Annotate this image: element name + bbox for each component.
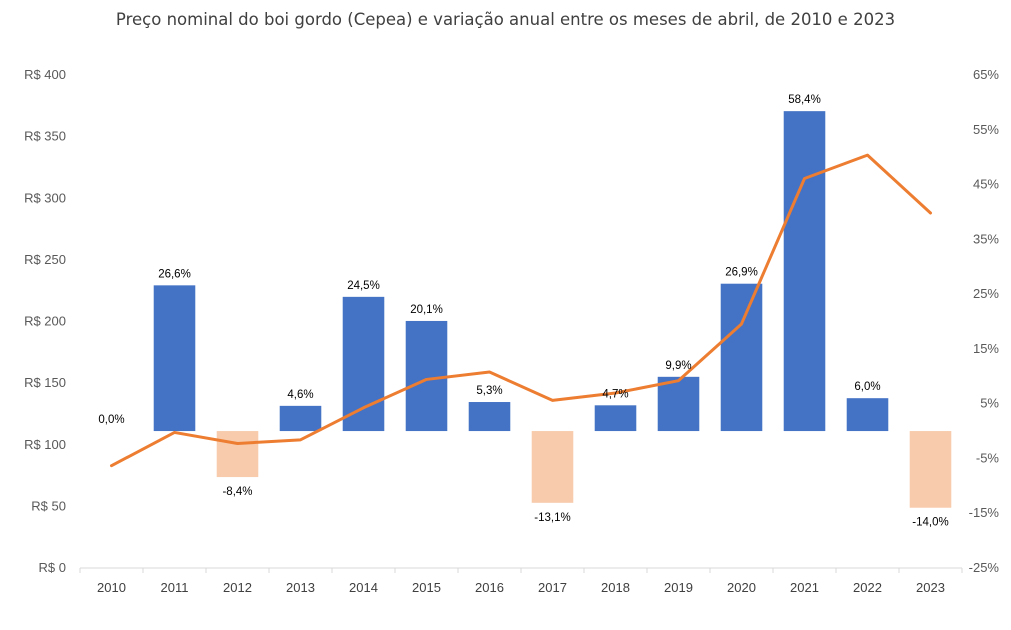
bar-2016	[468, 402, 511, 432]
bar-label-2012: -8,4%	[222, 486, 252, 498]
x-tick-label-2023: 2023	[916, 580, 945, 595]
x-tick-label-2022: 2022	[853, 580, 882, 595]
y-right-tick-label: 35%	[973, 231, 999, 246]
bar-label-2010: 0,0%	[98, 414, 124, 426]
y-left-tick-label: R$ 200	[24, 314, 66, 329]
bar-2021	[783, 111, 826, 432]
line-layer	[110, 153, 932, 468]
labels-layer: 0,0% 26,6% -8,4% 4,6% 24,5% 20,1% 5,3% -13,1% 4,…	[98, 94, 948, 529]
y-left-tick-label: R$ 350	[24, 129, 66, 144]
x-tick-label-2017: 2017	[538, 580, 567, 595]
bar-2012	[216, 431, 259, 478]
y-right-tick-label: 65%	[973, 67, 999, 82]
y-left-tick-label: R$ 400	[24, 67, 66, 82]
x-tick-label-2013: 2013	[286, 580, 315, 595]
y-left-tick-label: R$ 100	[24, 437, 66, 452]
x-tick-label-2014: 2014	[349, 580, 378, 595]
bar-label-2015: 20,1%	[410, 304, 443, 316]
bar-label-2016: 5,3%	[476, 385, 502, 397]
bar-label-2011: 26,6%	[158, 268, 191, 280]
y-left-tick-label: R$ 50	[31, 498, 66, 513]
bars-layer	[153, 111, 952, 508]
bar-2018	[594, 405, 637, 432]
y-right-tick-label: 15%	[973, 341, 999, 356]
bar-label-2018: 4,7%	[602, 388, 628, 400]
bar-label-2020: 26,9%	[725, 267, 758, 279]
bar-2019	[657, 376, 700, 432]
bar-2020	[720, 283, 763, 432]
x-tick-label-2016: 2016	[475, 580, 504, 595]
y-right-tick-label: -25%	[969, 560, 1000, 575]
price-line	[110, 153, 932, 468]
x-tick-label-2010: 2010	[97, 580, 126, 595]
x-tick-label-2011: 2011	[161, 580, 189, 595]
bar-2023	[909, 431, 952, 508]
x-tick-label-2019: 2019	[664, 580, 693, 595]
bar-label-2021: 58,4%	[788, 94, 821, 106]
y-left-tick-label: R$ 150	[24, 375, 66, 390]
y-right-tick-label: 25%	[973, 286, 999, 301]
bar-label-2013: 4,6%	[287, 389, 313, 401]
bar-label-2019: 9,9%	[665, 360, 691, 372]
axis-layer: 2010 2011 2012 2013 2014 2015 2016 2017 2018 2019…	[24, 67, 999, 595]
x-tick-label-2021: 2021	[790, 580, 819, 595]
chart-title: Preço nominal do boi gordo (Cepea) e var…	[115, 10, 896, 29]
bar-2017	[531, 431, 574, 503]
bar-2011	[153, 285, 196, 432]
y-right-tick-label: -5%	[976, 450, 1000, 465]
y-right-tick-label: 45%	[973, 177, 999, 192]
bar-2015	[405, 320, 448, 432]
y-left-tick-label: R$ 0	[39, 560, 66, 575]
x-tick-label-2015: 2015	[412, 580, 441, 595]
y-right-tick-label: 55%	[973, 122, 999, 137]
bar-label-2023: -14,0%	[912, 517, 948, 529]
bar-2022	[846, 398, 889, 432]
y-right-tick-label: 5%	[980, 396, 999, 411]
x-tick-label-2020: 2020	[727, 580, 756, 595]
y-left-tick-label: R$ 250	[24, 252, 66, 267]
bar-label-2022: 6,0%	[854, 381, 880, 393]
x-tick-label-2012: 2012	[223, 580, 252, 595]
bar-2013	[279, 405, 322, 432]
bar-2014	[342, 296, 385, 432]
bar-label-2017: -13,1%	[534, 512, 570, 524]
y-left-tick-label: R$ 300	[24, 190, 66, 205]
y-right-tick-label: -15%	[969, 505, 1000, 520]
x-tick-label-2018: 2018	[601, 580, 630, 595]
bar-label-2014: 24,5%	[347, 280, 380, 292]
